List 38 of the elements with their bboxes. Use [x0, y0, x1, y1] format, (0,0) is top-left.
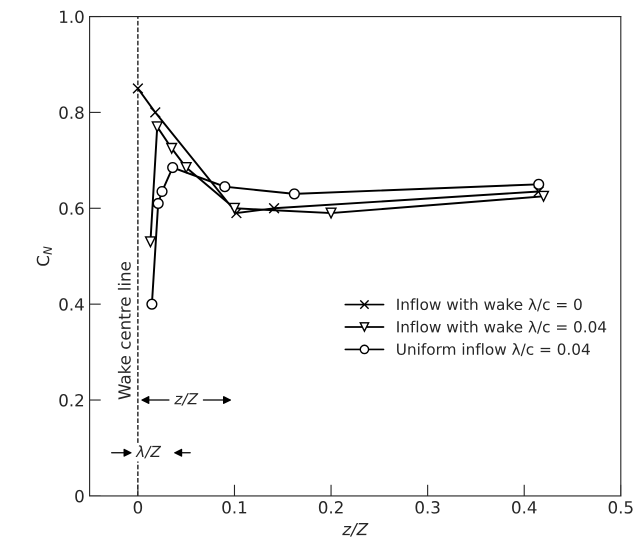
x-tick-label: 0.5 [608, 501, 633, 514]
legend-label: Inflow with wake λ/c = 0 [397, 298, 582, 312]
x-tick-label: 0 [134, 501, 142, 514]
point [152, 198, 164, 210]
point [288, 188, 300, 200]
point [538, 190, 550, 202]
x-tick-label: 0.1 [222, 501, 246, 514]
point [152, 121, 163, 132]
point [230, 208, 242, 219]
legend-label: Inflow with wake λ/c = 0.04 [397, 320, 606, 334]
point [144, 236, 156, 248]
x-tick-label: 0.2 [318, 501, 343, 514]
point [326, 208, 337, 219]
point [180, 162, 192, 174]
point [219, 181, 230, 192]
x-tick-label: 0.4 [512, 501, 537, 514]
y-tick-label: 0.2 [59, 394, 84, 407]
annotation: z/Z [174, 393, 198, 406]
point [166, 142, 178, 154]
x-axis-title: z/Z [342, 522, 368, 537]
x-tick-label: 0.3 [415, 501, 440, 514]
y-tick-label: 0.6 [59, 202, 84, 215]
point [167, 162, 178, 174]
point [146, 298, 158, 310]
annotation: λ/Z [136, 445, 162, 458]
point [533, 178, 544, 190]
point [156, 186, 168, 198]
y-axis-title: C$_{N}$ [36, 246, 52, 266]
point [228, 202, 240, 214]
ref-line-label: Wake centre line [118, 262, 131, 400]
y-tick-label: 0 [75, 490, 84, 502]
point [132, 82, 144, 94]
legend-label: Uniform inflow λ/c = 0.04 [397, 343, 590, 356]
y-tick-label: 1.0 [60, 10, 84, 24]
point [150, 106, 161, 118]
point [268, 202, 280, 214]
y-tick-label: 0.4 [59, 298, 84, 311]
y-tick-label: 0.8 [59, 106, 84, 119]
